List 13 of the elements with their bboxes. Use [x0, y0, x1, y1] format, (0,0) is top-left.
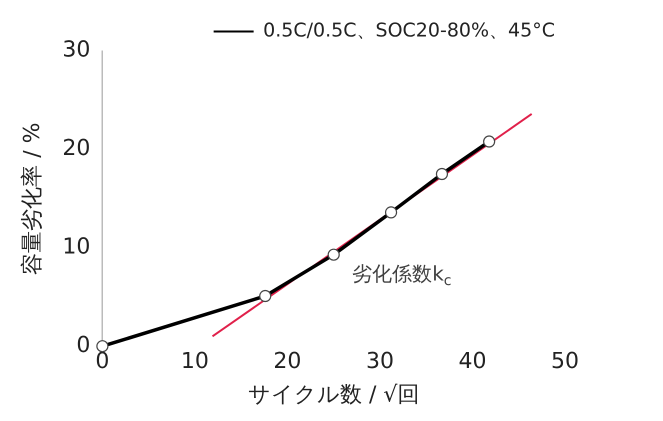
legend-label: 0.5C/0.5C、SOC20-80%、45°C [263, 19, 556, 42]
x-tick-label: 30 [366, 349, 394, 374]
x-tick-label: 40 [458, 349, 486, 374]
y-tick-label: 10 [62, 234, 90, 260]
x-tick-label: 20 [273, 349, 302, 374]
x-tick-label: 10 [180, 349, 209, 374]
y-tick-label: 20 [62, 136, 90, 162]
y-tick-label: 30 [62, 38, 90, 63]
x-tick-label: 50 [551, 349, 579, 374]
y-axis-title: 容量劣化率 / % [20, 122, 45, 275]
x-axis-title: サイクル数 / √回 [248, 382, 420, 408]
y-tick-label: 0 [76, 332, 90, 358]
x-tick-label: 0 [95, 349, 110, 374]
